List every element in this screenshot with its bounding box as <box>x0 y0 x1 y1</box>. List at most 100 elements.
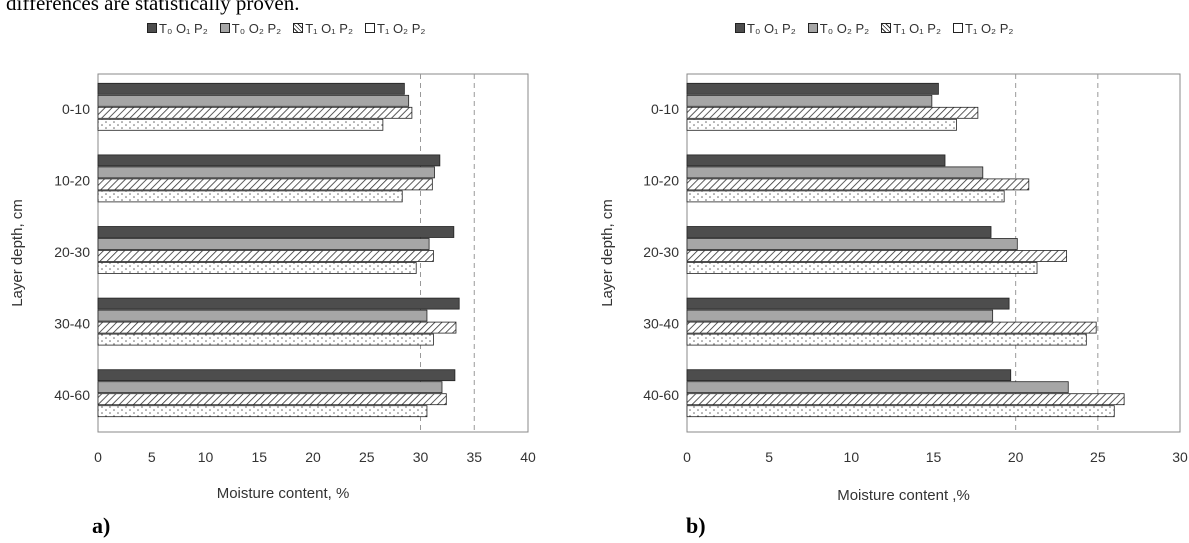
legend-item: T₁ O₂ P₂ <box>953 20 1013 36</box>
chart-panel-a: 0-10 10-20 20-30 30-40 40-60 0 5 10 15 20 25 30 35 40… <box>9 73 536 502</box>
legend-item: T₁ O₁ P₂ <box>293 20 353 36</box>
x-tick-label: 40 <box>520 449 536 465</box>
category-tick-label: 0-10 <box>651 101 679 117</box>
bar <box>686 226 992 238</box>
legend-swatch <box>953 23 963 33</box>
legend-label: T₀ O₁ P₂ <box>747 20 796 36</box>
legend-a: T₀ O₁ P₂ T₀ O₂ P₂ T₁ O₁ P₂ T₁ O₂ P₂ <box>147 20 425 36</box>
legend-swatch <box>881 23 892 33</box>
legend-item: T₀ O₂ P₂ <box>807 20 870 36</box>
category-tick-label: 40-60 <box>54 387 90 403</box>
bar <box>686 393 1125 406</box>
x-axis-label: Moisture content ,% <box>837 487 970 504</box>
legend-label: T₀ O₁ P₂ <box>159 20 208 36</box>
bar <box>97 393 447 406</box>
category-tick-label: 20-30 <box>54 244 90 260</box>
x-tick-label: 5 <box>148 449 156 465</box>
caption-text: differences are statistically proven. <box>6 0 300 15</box>
panel-label-b: b) <box>686 513 706 538</box>
category-tick-label: 30-40 <box>643 316 679 332</box>
bar <box>686 166 984 179</box>
legend-swatch <box>293 23 304 33</box>
y-axis-label: Layer depth, cm <box>599 199 616 307</box>
x-tick-label: 25 <box>359 449 375 465</box>
bar <box>686 333 1087 346</box>
bar <box>686 190 1005 203</box>
bar <box>686 369 1012 382</box>
bar <box>686 118 957 131</box>
legend-swatch <box>147 23 157 33</box>
bar <box>97 321 457 334</box>
legend-swatch <box>219 23 230 33</box>
bar <box>97 226 455 238</box>
bar <box>97 82 405 95</box>
bar <box>686 381 1069 394</box>
legend-item: T₀ O₂ P₂ <box>219 20 282 36</box>
bar <box>686 82 939 95</box>
legend-label: T₁ O₁ P₂ <box>305 20 353 36</box>
legend-label: T₀ O₂ P₂ <box>231 20 282 36</box>
category-tick-label: 20-30 <box>643 244 679 260</box>
legend-b: T₀ O₁ P₂ T₀ O₂ P₂ T₁ O₁ P₂ T₁ O₂ P₂ <box>735 20 1013 36</box>
x-tick-label: 20 <box>305 449 321 465</box>
legend-label: T₀ O₂ P₂ <box>819 20 870 36</box>
bar <box>686 250 1068 262</box>
bar <box>97 369 456 382</box>
x-tick-label: 35 <box>466 449 482 465</box>
category-tick-label: 0-10 <box>62 101 90 117</box>
legend-label: T₁ O₁ P₂ <box>893 20 941 36</box>
bar <box>686 178 1030 191</box>
bar <box>97 405 428 418</box>
bar <box>97 190 403 203</box>
x-tick-label: 15 <box>926 449 942 465</box>
bar <box>686 238 1018 250</box>
x-axis-label: Moisture content, % <box>217 485 350 502</box>
bar <box>686 154 946 167</box>
category-tick-label: 30-40 <box>54 316 90 332</box>
legend-swatch <box>735 23 745 33</box>
bar <box>97 166 435 179</box>
bar <box>686 297 1010 310</box>
bar <box>686 321 1097 334</box>
panel-label-a: a) <box>92 513 111 538</box>
legend-item: T₁ O₁ P₂ <box>881 20 941 36</box>
bar <box>97 154 441 167</box>
category-tick-label: 40-60 <box>643 387 679 403</box>
x-tick-label: 30 <box>413 449 429 465</box>
bar <box>97 262 417 274</box>
legend-swatch <box>807 23 818 33</box>
x-tick-label: 25 <box>1090 449 1106 465</box>
legend-swatch <box>365 23 375 33</box>
legend-item: T₀ O₁ P₂ <box>735 20 796 36</box>
x-tick-label: 10 <box>198 449 214 465</box>
bar <box>686 262 1038 274</box>
bar <box>686 106 979 119</box>
x-tick-label: 0 <box>683 449 691 465</box>
bar <box>686 405 1115 418</box>
bar <box>97 106 413 119</box>
bar <box>97 94 410 107</box>
legend-label: T₁ O₂ P₂ <box>965 20 1014 36</box>
x-tick-label: 10 <box>844 449 860 465</box>
x-tick-label: 0 <box>94 449 102 465</box>
x-tick-label: 20 <box>1008 449 1024 465</box>
category-tick-label: 10-20 <box>54 172 90 188</box>
bar <box>97 381 443 394</box>
bar <box>97 297 460 310</box>
x-tick-label: 5 <box>765 449 773 465</box>
bar <box>97 118 384 131</box>
legend-item: T₁ O₂ P₂ <box>365 20 425 36</box>
bar <box>97 333 434 346</box>
category-tick-label: 10-20 <box>643 172 679 188</box>
bar <box>97 178 433 191</box>
x-tick-label: 15 <box>251 449 267 465</box>
x-tick-label: 30 <box>1172 449 1188 465</box>
legend-item: T₀ O₁ P₂ <box>147 20 208 36</box>
bar <box>686 94 933 107</box>
bar <box>97 238 430 250</box>
bar <box>97 309 428 322</box>
bar <box>97 250 434 262</box>
chart-panel-b: 0-10 10-20 20-30 30-40 40-60 0 5 10 15 20 25 30 Mois… <box>599 73 1188 504</box>
y-axis-label: Layer depth, cm <box>9 199 26 307</box>
